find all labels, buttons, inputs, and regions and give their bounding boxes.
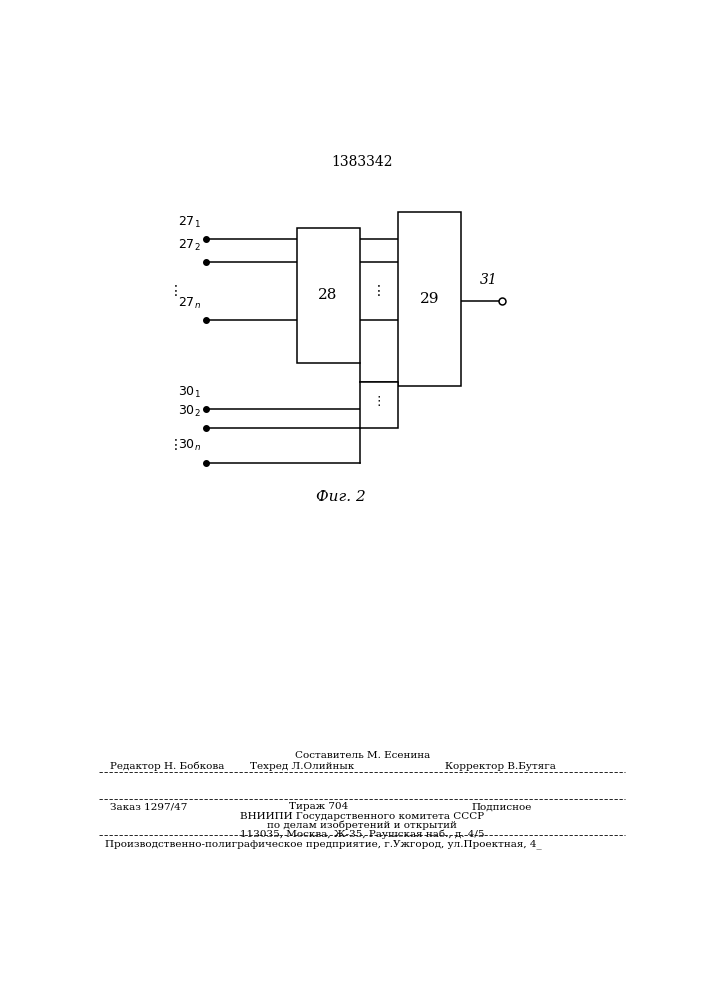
Text: Корректор В.Бутяга: Корректор В.Бутяга [445, 762, 556, 771]
Text: $30_2$: $30_2$ [178, 404, 201, 419]
Text: Редактор Н. Бобкова: Редактор Н. Бобкова [110, 761, 225, 771]
Text: 1383342: 1383342 [332, 155, 393, 169]
Text: $27_1$: $27_1$ [178, 215, 201, 230]
Text: 113035, Москва, Ж-35, Раушская наб., д. 4/5: 113035, Москва, Ж-35, Раушская наб., д. … [240, 830, 484, 839]
Text: Составитель М. Есенина: Составитель М. Есенина [295, 751, 430, 760]
Text: $27_n$: $27_n$ [177, 296, 201, 311]
Text: Тираж 704: Тираж 704 [289, 802, 348, 811]
Text: $30_1$: $30_1$ [178, 384, 201, 400]
Bar [297, 228, 360, 363]
Text: 29: 29 [420, 292, 439, 306]
Text: $27_2$: $27_2$ [178, 238, 201, 253]
Text: Фиг. 2: Фиг. 2 [315, 490, 366, 504]
Text: ⋮: ⋮ [372, 284, 386, 298]
Text: Заказ 1297/47: Заказ 1297/47 [110, 802, 187, 811]
Text: по делам изобретений и открытий: по делам изобретений и открытий [267, 821, 457, 830]
Text: ⋮: ⋮ [169, 284, 183, 298]
Text: $30_n$: $30_n$ [177, 438, 201, 453]
Text: Подписное: Подписное [472, 802, 532, 811]
Text: Производственно-полиграфическое предприятие, г.Ужгород, ул.Проектная, 4_: Производственно-полиграфическое предприя… [105, 839, 542, 849]
Text: ВНИИПИ Государственного комитета СССР: ВНИИПИ Государственного комитета СССР [240, 812, 484, 821]
Text: ⋮: ⋮ [373, 395, 385, 408]
Bar [398, 212, 461, 386]
Text: ⋮: ⋮ [169, 438, 183, 452]
Bar [360, 382, 398, 428]
Text: 31: 31 [479, 273, 497, 287]
Text: Техред Л.Олийнык: Техред Л.Олийнык [250, 762, 354, 771]
Text: 28: 28 [318, 288, 338, 302]
